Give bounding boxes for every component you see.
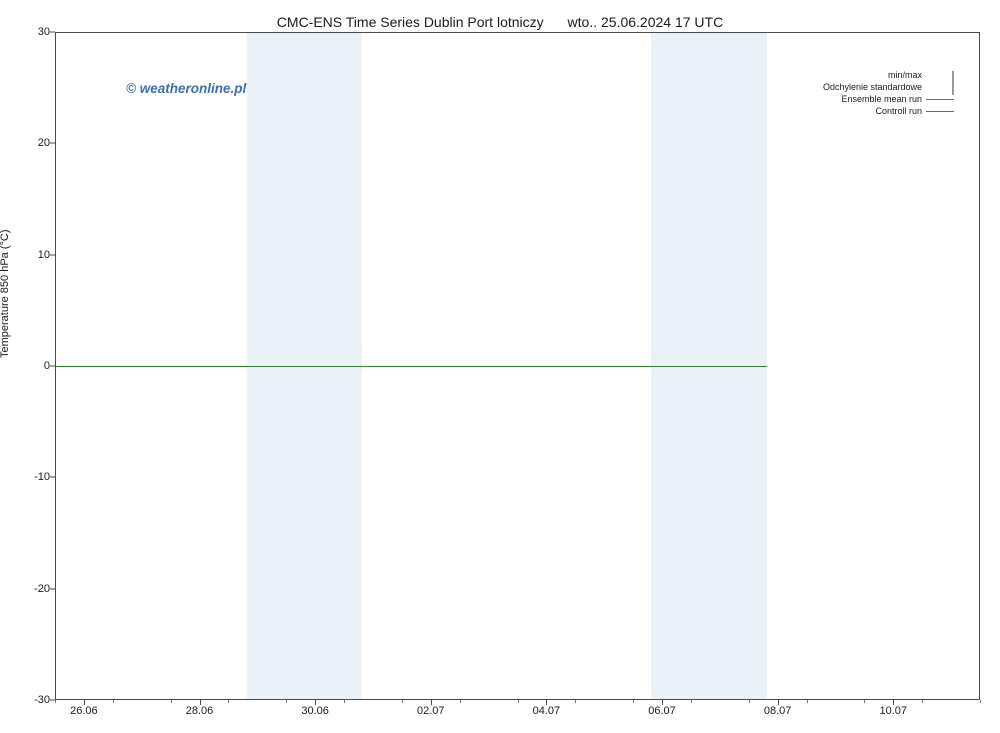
y-tick-label: -20 bbox=[8, 583, 50, 595]
y-tick-label: 10 bbox=[8, 249, 50, 261]
x-minor-tick bbox=[864, 700, 865, 703]
x-minor-tick bbox=[518, 700, 519, 703]
x-minor-tick bbox=[286, 700, 287, 703]
x-tick-mark bbox=[315, 700, 316, 705]
x-minor-tick bbox=[575, 700, 576, 703]
chart-title: CMC-ENS Time Series Dublin Port lotniczy… bbox=[0, 14, 1000, 30]
plot-area: © weatheronline.pl min/maxOdchylenie sta… bbox=[55, 32, 980, 700]
y-tick-label: 30 bbox=[8, 26, 50, 38]
legend-label: Ensemble mean run bbox=[841, 93, 922, 105]
x-tick-mark bbox=[893, 700, 894, 705]
legend-label: min/max bbox=[888, 69, 922, 81]
x-minor-tick bbox=[807, 700, 808, 703]
chart-container: CMC-ENS Time Series Dublin Port lotniczy… bbox=[0, 0, 1000, 733]
x-minor-tick bbox=[691, 700, 692, 703]
x-tick-mark bbox=[431, 700, 432, 705]
x-tick-label: 04.07 bbox=[533, 705, 561, 717]
x-tick-label: 28.06 bbox=[186, 705, 214, 717]
x-minor-tick bbox=[922, 700, 923, 703]
legend-item: Odchylenie standardowe bbox=[823, 81, 954, 93]
x-tick-mark bbox=[778, 700, 779, 705]
x-tick-label: 26.06 bbox=[70, 705, 98, 717]
x-tick-mark bbox=[546, 700, 547, 705]
x-minor-tick bbox=[749, 700, 750, 703]
x-minor-tick bbox=[113, 700, 114, 703]
y-tick-label: -10 bbox=[8, 471, 50, 483]
x-tick-label: 06.07 bbox=[648, 705, 676, 717]
y-tick-label: 20 bbox=[8, 137, 50, 149]
legend-label: Odchylenie standardowe bbox=[823, 81, 922, 93]
legend-swatch bbox=[926, 83, 954, 91]
title-right: wto.. 25.06.2024 17 UTC bbox=[568, 14, 724, 30]
x-minor-tick bbox=[460, 700, 461, 703]
x-minor-tick bbox=[344, 700, 345, 703]
legend-item: Ensemble mean run bbox=[823, 93, 954, 105]
legend-swatch bbox=[926, 95, 954, 103]
x-minor-tick bbox=[228, 700, 229, 703]
legend-label: Controll run bbox=[875, 105, 922, 117]
x-tick-label: 30.06 bbox=[301, 705, 329, 717]
x-minor-tick bbox=[402, 700, 403, 703]
legend-swatch bbox=[926, 71, 954, 79]
x-tick-mark bbox=[200, 700, 201, 705]
watermark: © weatheronline.pl bbox=[126, 81, 246, 96]
y-tick-label: -30 bbox=[8, 694, 50, 706]
x-minor-tick bbox=[633, 700, 634, 703]
x-tick-label: 02.07 bbox=[417, 705, 445, 717]
x-minor-tick bbox=[171, 700, 172, 703]
legend: min/maxOdchylenie standardoweEnsemble me… bbox=[823, 69, 954, 117]
x-minor-tick bbox=[55, 700, 56, 703]
x-tick-label: 10.07 bbox=[880, 705, 908, 717]
legend-swatch bbox=[926, 107, 954, 115]
x-tick-mark bbox=[84, 700, 85, 705]
legend-item: Controll run bbox=[823, 105, 954, 117]
title-left: CMC-ENS Time Series Dublin Port lotniczy bbox=[277, 14, 544, 30]
series-controll_run bbox=[56, 366, 767, 367]
legend-item: min/max bbox=[823, 69, 954, 81]
y-tick-label: 0 bbox=[8, 360, 50, 372]
x-minor-tick bbox=[980, 700, 981, 703]
x-tick-label: 08.07 bbox=[764, 705, 792, 717]
x-tick-mark bbox=[662, 700, 663, 705]
